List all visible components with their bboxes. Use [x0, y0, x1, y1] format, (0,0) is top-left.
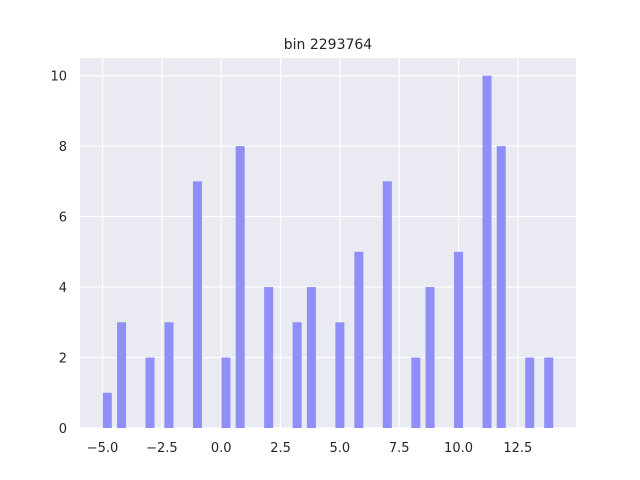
bar-18: [525, 357, 535, 428]
bar-17: [496, 146, 506, 428]
bar-11: [354, 251, 364, 428]
y-tick-label: 2: [59, 352, 67, 367]
bar-19: [544, 357, 554, 428]
bar-9: [306, 287, 316, 428]
y-tick-label: 4: [59, 281, 67, 296]
bar-5: [221, 357, 231, 428]
bar-7: [264, 287, 274, 428]
bar-1: [117, 322, 127, 428]
bar-2: [145, 357, 155, 428]
bar-4: [192, 181, 202, 428]
x-tick-label: 2.5: [270, 441, 291, 456]
bar-16: [482, 75, 492, 428]
x-tick-label: 12.5: [503, 441, 532, 456]
bars: [102, 75, 554, 428]
x-tick-label: 0.0: [211, 441, 232, 456]
bar-6: [235, 146, 245, 428]
bar-3: [164, 322, 174, 428]
chart-title: bin 2293764: [284, 37, 373, 53]
x-tick-label: 10.0: [444, 441, 473, 456]
x-tick-labels: −5.0 −2.5 0.0 2.5 5.0 7.5 10.0 12.5: [87, 441, 533, 456]
y-tick-label: 8: [59, 140, 67, 155]
x-tick-label: −2.5: [146, 441, 178, 456]
bar-15: [454, 251, 464, 428]
x-tick-label: 5.0: [330, 441, 351, 456]
x-tick-label: 7.5: [389, 441, 410, 456]
y-tick-labels: 0 2 4 6 8 10: [50, 70, 67, 437]
y-tick-label: 0: [59, 422, 67, 437]
bar-12: [382, 181, 392, 428]
bar-14: [425, 287, 435, 428]
plot-area: [80, 58, 576, 428]
bar-8: [292, 322, 302, 428]
bar-10: [335, 322, 345, 428]
y-tick-label: 6: [59, 211, 67, 226]
bar-13: [411, 357, 421, 428]
bar-0: [102, 392, 112, 428]
y-tick-label: 10: [50, 70, 67, 85]
x-tick-label: −5.0: [87, 441, 119, 456]
grid-lines: [80, 58, 576, 429]
